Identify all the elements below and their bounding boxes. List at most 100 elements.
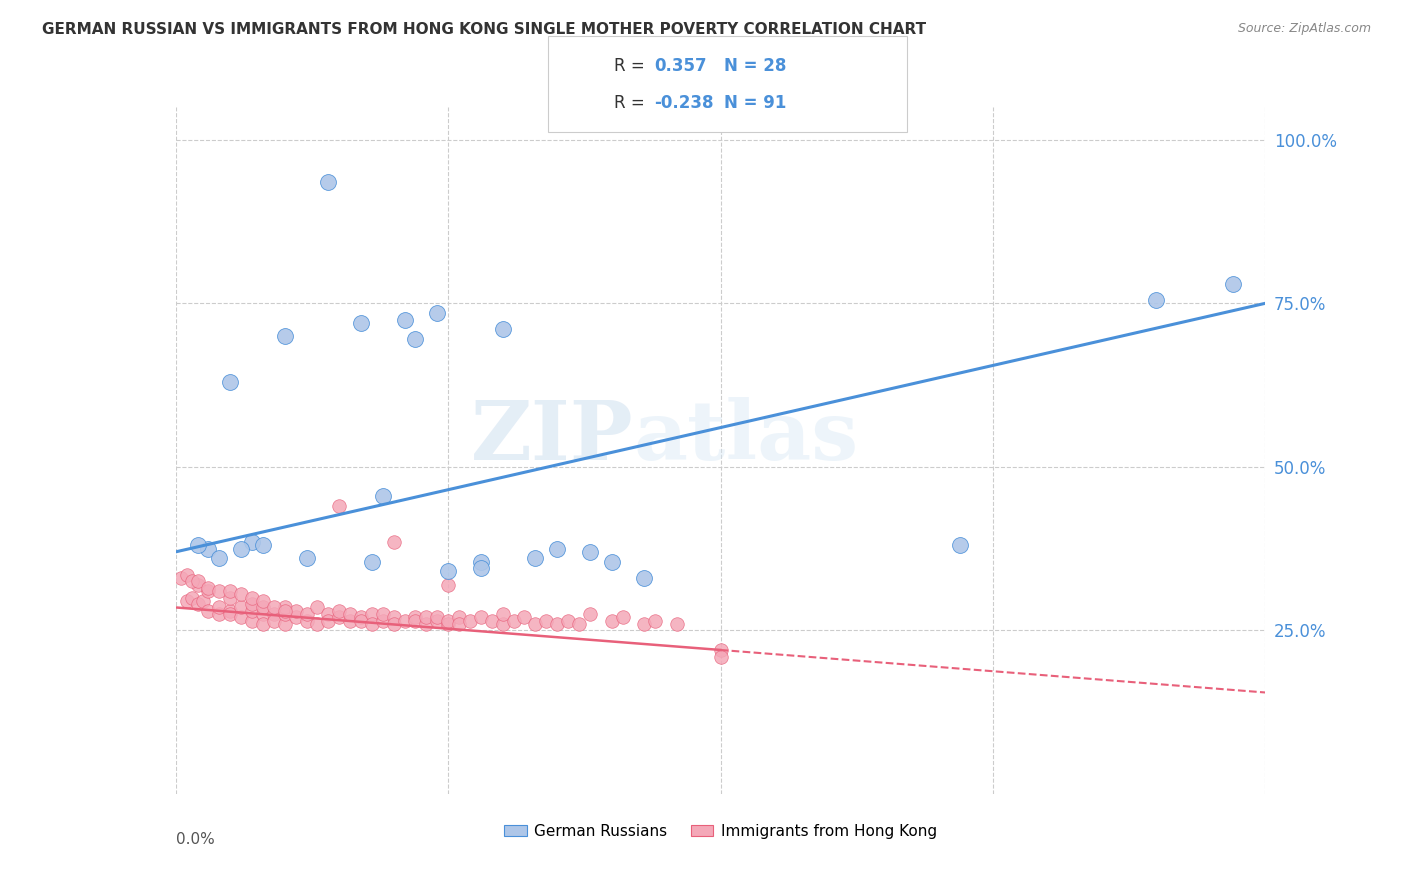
Point [437, 577, 460, 591]
Point [350, 316, 373, 330]
Text: N = 91: N = 91 [724, 94, 786, 112]
Point [426, 306, 449, 320]
Text: ZIP: ZIP [471, 397, 633, 476]
Point [534, 614, 557, 628]
Point [208, 551, 231, 566]
Point [481, 614, 503, 628]
Point [382, 616, 405, 631]
Point [231, 610, 253, 624]
Point [339, 614, 361, 628]
Point [415, 610, 437, 624]
Point [568, 616, 591, 631]
Point [197, 541, 219, 556]
Point [186, 597, 209, 611]
Point [710, 643, 733, 657]
Point [405, 614, 427, 628]
Point [263, 614, 285, 628]
Text: 0.357: 0.357 [654, 57, 706, 75]
Point [426, 614, 449, 628]
Point [666, 616, 689, 631]
Point [437, 565, 460, 579]
Point [197, 581, 219, 595]
Point [949, 538, 972, 552]
Point [307, 616, 329, 631]
Point [524, 551, 547, 566]
Point [1222, 277, 1244, 291]
Point [633, 616, 655, 631]
Point [405, 332, 427, 346]
Point [710, 649, 733, 664]
Point [197, 604, 219, 618]
Point [252, 616, 274, 631]
Text: GERMAN RUSSIAN VS IMMIGRANTS FROM HONG KONG SINGLE MOTHER POVERTY CORRELATION CH: GERMAN RUSSIAN VS IMMIGRANTS FROM HONG K… [42, 22, 927, 37]
Point [208, 584, 231, 599]
Point [394, 614, 416, 628]
Point [252, 594, 274, 608]
Point [231, 600, 253, 615]
Point [492, 616, 515, 631]
Point [360, 607, 382, 621]
Point [415, 616, 437, 631]
Point [240, 604, 263, 618]
Point [252, 538, 274, 552]
Point [447, 610, 470, 624]
Point [405, 610, 427, 624]
Point [470, 561, 492, 575]
Point [360, 555, 382, 569]
Point [263, 607, 285, 621]
Point [371, 489, 394, 503]
Point [240, 597, 263, 611]
Point [382, 610, 405, 624]
Point [240, 535, 263, 549]
Point [612, 610, 634, 624]
Point [191, 594, 214, 608]
Point [231, 587, 253, 601]
Point [382, 535, 405, 549]
Point [600, 555, 623, 569]
Point [1144, 293, 1167, 307]
Point [502, 614, 524, 628]
Point [470, 610, 492, 624]
Point [176, 567, 198, 582]
Point [252, 607, 274, 621]
Point [181, 591, 204, 605]
Legend: German Russians, Immigrants from Hong Kong: German Russians, Immigrants from Hong Ko… [498, 817, 943, 845]
Point [350, 610, 373, 624]
Point [546, 541, 568, 556]
Point [318, 175, 340, 189]
Text: Source: ZipAtlas.com: Source: ZipAtlas.com [1237, 22, 1371, 36]
Point [274, 604, 297, 618]
Point [318, 614, 340, 628]
Point [328, 610, 350, 624]
Point [579, 607, 602, 621]
Point [546, 616, 568, 631]
Point [350, 614, 373, 628]
Point [426, 610, 449, 624]
Point [240, 591, 263, 605]
Point [579, 545, 602, 559]
Point [513, 610, 536, 624]
Point [186, 577, 209, 591]
Point [492, 322, 515, 336]
Point [371, 607, 394, 621]
Point [644, 614, 666, 628]
Point [274, 329, 297, 343]
Point [295, 614, 318, 628]
Point [447, 616, 470, 631]
Point [219, 375, 242, 389]
Point [186, 538, 209, 552]
Point [176, 594, 198, 608]
Point [181, 574, 204, 589]
Text: N = 28: N = 28 [724, 57, 786, 75]
Point [437, 614, 460, 628]
Point [437, 616, 460, 631]
Point [274, 616, 297, 631]
Text: R =: R = [614, 57, 651, 75]
Text: R =: R = [614, 94, 651, 112]
Point [219, 591, 242, 605]
Point [328, 604, 350, 618]
Point [186, 574, 209, 589]
Point [219, 607, 242, 621]
Point [318, 607, 340, 621]
Point [219, 604, 242, 618]
